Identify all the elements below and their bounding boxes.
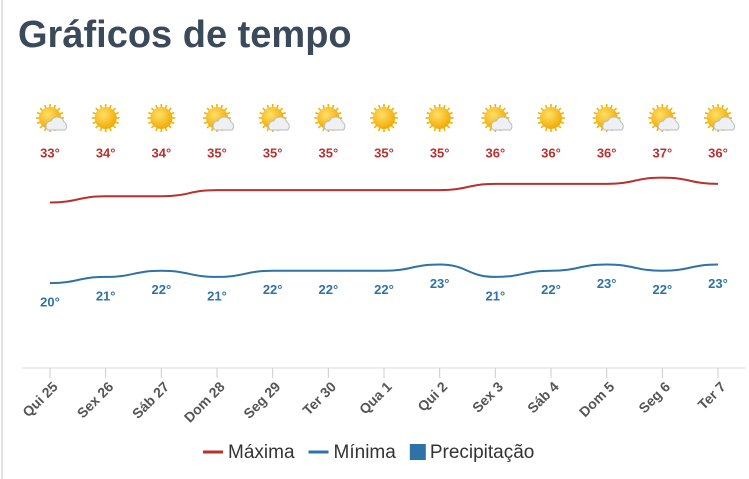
data-label: 36°	[597, 145, 617, 160]
x-tick-label: Sáb 4	[524, 378, 562, 416]
cloud-shape	[490, 116, 513, 131]
cloud	[490, 116, 513, 131]
weather-icon	[147, 104, 176, 132]
data-label: 36°	[708, 145, 728, 160]
x-tick-label: Ter 7	[694, 378, 728, 412]
data-label: 23°	[708, 276, 728, 291]
weather-icon	[91, 104, 120, 132]
weather-icon	[314, 104, 346, 132]
x-tick-label: Sex 3	[469, 378, 506, 415]
legend-label: Máxima	[228, 442, 295, 463]
cloud-shape	[323, 116, 346, 131]
data-label: 35°	[318, 145, 338, 160]
page-title: Gráficos de tempo	[18, 14, 352, 56]
weather-icon	[648, 104, 680, 132]
x-tick-label: Ter 30	[299, 378, 339, 418]
x-tick-label: Sex 26	[74, 378, 117, 421]
data-label: 35°	[207, 145, 227, 160]
cloud-shape	[602, 116, 624, 131]
cloud	[657, 116, 680, 131]
data-label: 33°	[40, 145, 60, 160]
legend-label: Precipitação	[430, 442, 535, 463]
data-label: 34°	[151, 145, 171, 160]
data-label: 37°	[652, 145, 672, 160]
sun	[150, 107, 173, 129]
x-tick-label: Qui 25	[19, 378, 61, 420]
weather-icon	[425, 104, 454, 132]
weather-icon	[704, 104, 736, 132]
weather-icon	[203, 104, 235, 132]
cloud-shape	[657, 116, 680, 131]
cloud	[713, 116, 736, 131]
x-tick-label: Seg 6	[635, 378, 673, 416]
data-label: 22°	[374, 282, 394, 297]
x-tick-label: Dom 5	[576, 378, 618, 420]
data-label: 35°	[430, 145, 450, 160]
data-label: 22°	[318, 282, 338, 297]
data-label: 21°	[207, 288, 227, 303]
data-label: 22°	[652, 282, 672, 297]
cloud	[323, 116, 346, 131]
cloud	[45, 116, 68, 131]
x-tick-label: Seg 29	[240, 378, 283, 421]
data-label: 22°	[151, 282, 171, 297]
cloud-shape	[212, 116, 235, 131]
data-label: 22°	[541, 282, 561, 297]
data-label: 23°	[430, 276, 450, 291]
cloud-shape	[268, 116, 290, 131]
x-tick-label: Qua 1	[356, 378, 395, 417]
weather-icon	[36, 104, 68, 132]
data-label: 23°	[597, 276, 617, 291]
sun	[540, 107, 562, 129]
data-label: 21°	[96, 288, 116, 303]
cloud	[602, 116, 624, 131]
cloud	[268, 116, 290, 131]
data-label: 36°	[541, 145, 561, 160]
cloud-shape	[45, 116, 68, 131]
data-label: 21°	[485, 288, 505, 303]
weather-icon	[481, 104, 513, 132]
data-label: 35°	[263, 145, 283, 160]
data-label: 35°	[374, 145, 394, 160]
weather-icon	[592, 104, 624, 132]
sun	[94, 107, 117, 129]
x-tick-label: Sáb 27	[129, 378, 172, 421]
sun	[428, 107, 451, 129]
sun	[373, 107, 395, 129]
temperature-line	[49, 176, 719, 204]
data-label: 34°	[96, 145, 116, 160]
cloud	[212, 116, 235, 131]
x-tick-label: Qui 2	[414, 378, 450, 414]
x-tick-label: Dom 28	[181, 378, 228, 425]
cloud-shape	[713, 116, 736, 131]
data-label: 20°	[40, 295, 60, 310]
weather-icon	[258, 104, 290, 132]
weather-icon	[370, 104, 398, 132]
temperature-line	[49, 263, 719, 285]
data-label: 36°	[485, 145, 505, 160]
data-label: 22°	[263, 282, 283, 297]
legend-swatch	[409, 444, 426, 460]
legend-label: Mínima	[334, 442, 397, 463]
weather-icon	[537, 104, 565, 132]
